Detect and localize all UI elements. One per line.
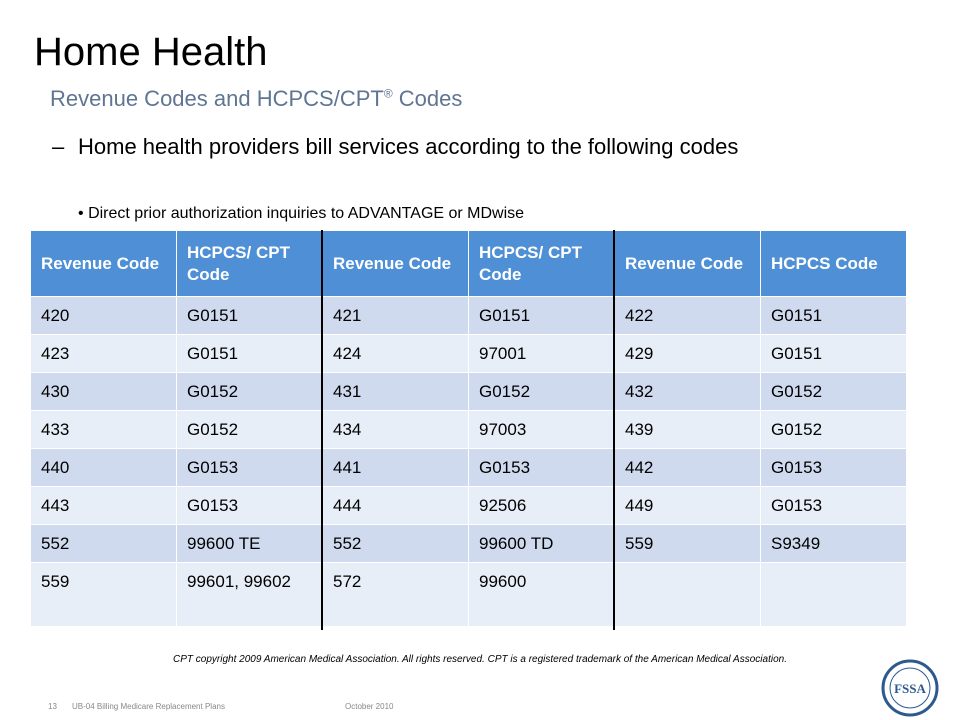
table-cell: 92506 [468,486,615,525]
table-cell: G0153 [176,448,323,487]
header-cell: Revenue Code [322,230,469,297]
footer-doc: UB-04 Billing Medicare Replacement Plans [72,702,225,711]
header-cell: HCPCS Code [760,230,907,297]
table-row: 433 G0152 434 97003 439 G0152 [30,410,907,449]
table-cell: 420 [30,296,177,335]
footnote: CPT copyright 2009 American Medical Asso… [173,654,787,665]
logo: FSSA [881,659,939,717]
header-cell: HCPCS/ CPT Code [468,230,615,297]
divider [613,230,615,630]
table-cell: 432 [614,372,761,411]
sub-bullet-text: Direct prior authorization inquiries to … [88,205,525,222]
table-cell: G0153 [760,448,907,487]
table-cell: 99600 [468,562,615,627]
header-cell: HCPCS/ CPT Code [176,230,323,297]
table-cell: G0152 [468,372,615,411]
sub-bullet: • Direct prior authorization inquiries t… [78,205,524,223]
table-cell: 431 [322,372,469,411]
registered-mark: ® [383,86,393,101]
table-cell: G0152 [760,410,907,449]
table-row: 423 G0151 424 97001 429 G0151 [30,334,907,373]
table-cell: S9349 [760,524,907,563]
table-cell: 552 [322,524,469,563]
empty-cell [614,562,761,627]
table-cell: 99600 TD [468,524,615,563]
table-row: 430 G0152 431 G0152 432 G0152 [30,372,907,411]
table-cell: 559 [614,524,761,563]
dash: – [52,134,65,159]
bullet-text: Home health providers bill services acco… [78,134,739,159]
table-cell: 439 [614,410,761,449]
code-table: Revenue Code HCPCS/ CPT Code Revenue Code H… [30,230,907,627]
table-cell: G0151 [760,334,907,373]
table-cell: G0151 [760,296,907,335]
header-cell: Revenue Code [614,230,761,297]
table-cell: 97003 [468,410,615,449]
table-row: 420 G0151 421 G0151 422 G0151 [30,296,907,335]
empty-cell [760,562,907,627]
table-cell: G0153 [468,448,615,487]
subtitle-text: Revenue Codes and HCPCS/CPT [50,86,384,111]
table-row: 552 99600 TE 552 99600 TD 559 S9349 [30,524,907,563]
divider [321,230,323,630]
table-cell: 99600 TE [176,524,323,563]
subtitle-text: Codes [392,86,463,111]
table-cell: 97001 [468,334,615,373]
table-cell: 421 [322,296,469,335]
table-cell: G0152 [176,410,323,449]
header-cell: Revenue Code [30,230,177,297]
table-cell: G0153 [176,486,323,525]
table-row: 443 G0153 444 92506 449 G0153 [30,486,907,525]
table-cell: 433 [30,410,177,449]
table-row: 559 99601, 99602 572 99600 [30,562,907,627]
table-cell: G0152 [176,372,323,411]
table-cell: 423 [30,334,177,373]
table-cell: G0151 [468,296,615,335]
table-cell: 429 [614,334,761,373]
table-row: 440 G0153 441 G0153 442 G0153 [30,448,907,487]
table-cell: G0153 [760,486,907,525]
table-cell: 430 [30,372,177,411]
table-cell: 552 [30,524,177,563]
table-cell: 559 [30,562,177,627]
table-cell: 424 [322,334,469,373]
table-cell: 440 [30,448,177,487]
header-row: Revenue Code HCPCS/ CPT Code Revenue Code H… [30,230,907,297]
page-number: 13 [48,702,57,711]
table-cell: G0151 [176,296,323,335]
title: Home Health [34,30,268,74]
table-cell: 443 [30,486,177,525]
table-cell: 441 [322,448,469,487]
table-cell: 434 [322,410,469,449]
logo-text: FSSA [894,681,926,696]
footer-date: October 2010 [345,702,394,711]
table-cell: 422 [614,296,761,335]
table-cell: 449 [614,486,761,525]
table-cell: G0152 [760,372,907,411]
subtitle: Revenue Codes and HCPCS/CPT® Codes [50,86,462,112]
bullet: – Home health providers bill services acc… [52,128,812,165]
table-cell: 572 [322,562,469,627]
table-cell: 99601, 99602 [176,562,323,627]
bullet-mark: • [78,205,84,222]
table-cell: 444 [322,486,469,525]
table-cell: G0151 [176,334,323,373]
table-cell: 442 [614,448,761,487]
